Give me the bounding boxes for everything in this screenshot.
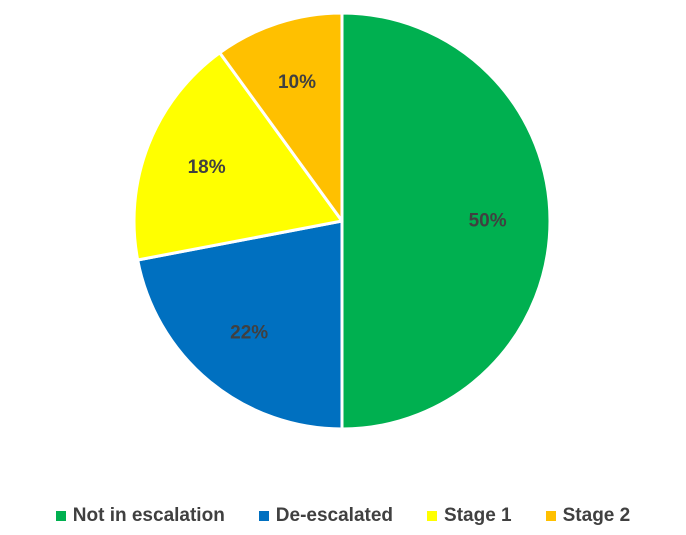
legend-item-stage-1: Stage 1 — [427, 505, 512, 527]
data-label-de-escalated: 22% — [230, 323, 268, 344]
legend-label: De-escalated — [275, 505, 394, 526]
pie-slice-de-escalated — [136, 219, 344, 431]
data-label-stage-2: 10% — [278, 72, 316, 93]
legend-item-not-in-escalation: Not in escalation — [55, 505, 225, 527]
legend-label: Stage 1 — [444, 505, 512, 526]
legend-swatch — [427, 511, 438, 521]
data-label-not-in-escalation: 50% — [469, 211, 507, 232]
legend-swatch — [545, 511, 556, 521]
legend-item-stage-2: Stage 2 — [545, 505, 631, 527]
legend-item-de-escalated: De-escalated — [258, 505, 394, 527]
legend-label: Stage 2 — [562, 505, 631, 526]
legend-swatch — [258, 511, 269, 521]
pie-slice-not-in-escalation — [340, 11, 552, 431]
data-label-stage-1: 18% — [188, 157, 226, 178]
legend-label: Not in escalation — [72, 505, 225, 526]
chart-legend: Not in escalation De-escalated Stage 1 Stag… — [0, 505, 686, 527]
legend-swatch — [55, 511, 66, 521]
pie-slice-stage-2 — [218, 11, 344, 223]
pie-slice-stage-1 — [132, 51, 344, 262]
